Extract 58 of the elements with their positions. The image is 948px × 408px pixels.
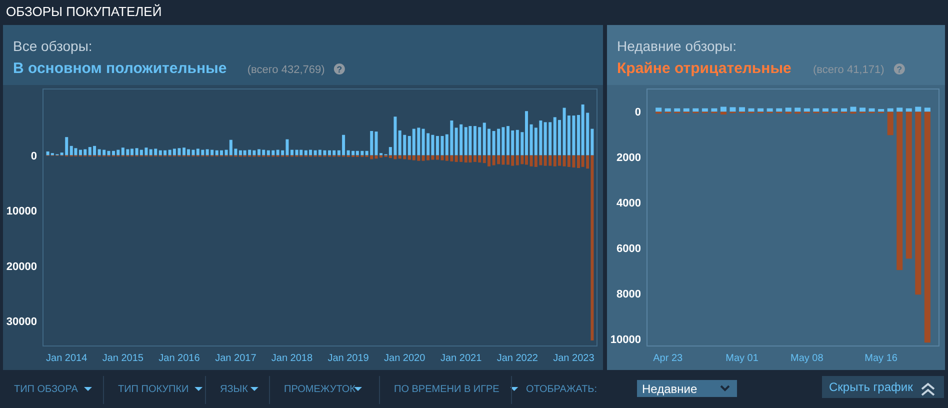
y-tick-label: 6000 <box>616 243 641 256</box>
chart-title: Недавние обзоры: <box>617 38 736 54</box>
x-tick-label: Jan 2023 <box>553 353 595 364</box>
y-tick-label: 0 <box>30 150 37 162</box>
question-icon: ? <box>894 64 905 74</box>
x-tick-label: May 08 <box>790 353 824 364</box>
text: ОТОБРАЖАТЬ: <box>526 384 598 395</box>
x-tick-label: Jan 2018 <box>271 353 314 364</box>
y-tick-label: 2000 <box>616 152 641 164</box>
chart-title: Все обзоры: <box>13 38 92 54</box>
y-tick-label: 20000 <box>6 260 37 273</box>
x-tick-label: Jan 2021 <box>440 353 482 364</box>
x-tick-label: Jan 2017 <box>215 353 257 364</box>
chart-subtitle: В основном положительные <box>13 60 227 77</box>
y-tick-label: 10000 <box>610 334 641 346</box>
bar <box>468 155 472 163</box>
x-tick-label: May 16 <box>864 353 898 364</box>
x-tick-label: Jan 2019 <box>328 353 370 364</box>
question-icon: ? <box>334 64 345 74</box>
x-tick-label: Jan 2022 <box>496 353 538 364</box>
text: ПРОМЕЖУТОК <box>284 384 356 395</box>
bar <box>464 155 468 163</box>
x-tick-label: Jan 2015 <box>102 353 144 364</box>
chart-subtitle: Крайне отрицательные <box>617 60 792 77</box>
bar <box>112 150 116 156</box>
text: Недавние <box>642 382 698 396</box>
bar <box>464 127 468 156</box>
text: ЯЗЫК <box>220 384 248 395</box>
text: ПО ВРЕМЕНИ В ИГРЕ <box>394 384 500 395</box>
y-tick-label: 30000 <box>6 316 37 328</box>
y-tick-label: 8000 <box>616 288 641 301</box>
bar <box>436 155 439 160</box>
y-tick-label: 0 <box>634 106 641 119</box>
bar <box>436 136 439 156</box>
text: ТИП ПОКУПКИ <box>118 384 189 395</box>
bar <box>70 146 73 156</box>
text: (всего 41,171) <box>813 64 884 76</box>
bar <box>74 148 78 156</box>
x-tick-label: May 01 <box>726 353 759 364</box>
bar <box>290 150 294 156</box>
bar <box>186 149 190 156</box>
bar <box>300 150 303 156</box>
bar <box>524 111 528 156</box>
text: ТИП ОБЗОРА <box>14 384 78 395</box>
x-tick-label: Jan 2016 <box>158 353 200 364</box>
text: (всего 432,769) <box>247 64 325 76</box>
bar <box>182 148 186 156</box>
y-tick-label: 4000 <box>616 198 641 210</box>
bar <box>295 150 298 156</box>
x-tick-label: Jan 2020 <box>384 353 426 364</box>
x-tick-label: Apr 23 <box>653 353 684 364</box>
bar <box>524 155 528 165</box>
text: Скрыть график <box>829 380 914 394</box>
bar <box>220 150 223 156</box>
text: ОБЗОРЫ ПОКУПАТЕЛЕЙ <box>6 4 162 19</box>
x-tick-label: Jan 2014 <box>46 353 88 364</box>
y-tick-label: 10000 <box>6 206 37 218</box>
bar <box>468 126 472 156</box>
